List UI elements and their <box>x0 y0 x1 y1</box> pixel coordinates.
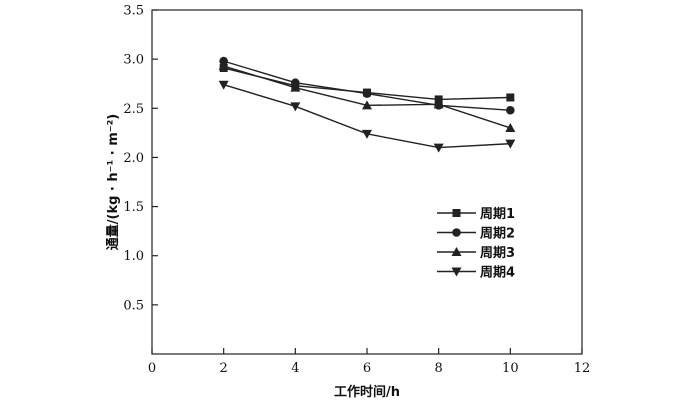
data-point <box>505 139 516 149</box>
data-point <box>505 122 516 132</box>
y-tick-label: 3.5 <box>123 4 144 19</box>
y-axis-title: 通量/(kg · h⁻¹ · m⁻²) <box>105 114 121 250</box>
data-point <box>362 89 372 98</box>
y-tick-label: 1.0 <box>123 249 144 264</box>
x-axis-title: 工作时间/h <box>334 384 400 400</box>
series-layer <box>218 56 516 153</box>
y-tick-label: 3.0 <box>123 53 144 68</box>
legend-item: 周期4 <box>437 266 515 281</box>
x-tick-label: 6 <box>363 361 371 376</box>
legend-marker <box>451 267 462 277</box>
x-tick-label: 2 <box>220 361 228 376</box>
legend-label: 周期4 <box>480 266 515 281</box>
data-point <box>433 99 444 109</box>
series-4 <box>218 80 516 153</box>
y-axis-ticks: 0.5 1.0 1.5 2.0 2.5 3.0 3.5 <box>123 4 158 313</box>
legend-marker <box>452 228 461 237</box>
legend-item: 周期3 <box>437 246 515 261</box>
data-point <box>218 80 229 90</box>
x-tick-label: 12 <box>574 361 591 376</box>
data-point <box>506 93 515 102</box>
y-tick-label: 0.5 <box>123 298 144 313</box>
y-tick-label: 1.5 <box>123 200 144 215</box>
legend: 周期1 周期2 周期3 周期4 <box>437 207 515 281</box>
x-tick-label: 4 <box>291 361 299 376</box>
legend-item: 周期2 <box>437 227 515 242</box>
data-point <box>290 102 301 112</box>
x-tick-label: 8 <box>435 361 443 376</box>
data-point <box>362 129 372 139</box>
y-tick-label: 2.0 <box>123 151 144 166</box>
legend-label: 周期2 <box>480 227 515 242</box>
series-3 <box>218 61 516 132</box>
x-tick-label: 0 <box>148 361 156 376</box>
legend-item: 周期1 <box>437 207 515 222</box>
legend-marker <box>452 209 461 217</box>
data-point <box>290 82 301 92</box>
x-tick-label: 10 <box>502 361 519 376</box>
legend-marker <box>451 247 462 256</box>
legend-label: 周期1 <box>480 207 515 222</box>
data-point <box>362 100 372 110</box>
legend-label: 周期3 <box>480 246 515 261</box>
data-point <box>218 61 229 71</box>
plot-frame <box>151 9 583 355</box>
data-point <box>506 105 515 115</box>
x-axis-ticks: 0 2 4 6 8 10 12 <box>148 348 590 376</box>
y-tick-label: 2.5 <box>123 102 144 117</box>
data-point <box>433 143 444 153</box>
